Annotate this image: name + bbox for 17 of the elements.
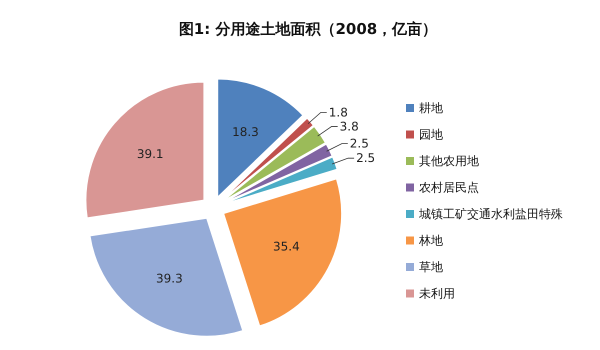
legend-label: 林地	[418, 234, 443, 248]
data-label: 2.5	[350, 136, 369, 151]
data-label: 18.3	[232, 124, 259, 139]
data-label: 3.8	[340, 119, 359, 134]
legend-label: 未利用	[419, 286, 455, 300]
legend-label: 农村居民点	[419, 180, 479, 194]
data-label: 1.8	[328, 105, 348, 120]
chart-title: 图1: 分用途土地面积（2008，亿亩）	[178, 20, 438, 38]
data-label: 39.1	[136, 147, 164, 162]
data-label: 39.3	[156, 271, 183, 286]
data-label: 35.4	[273, 239, 300, 254]
legend-label: 园地	[419, 128, 443, 142]
legend-label: 其他农用地	[419, 154, 479, 168]
legend-label: 城镇工矿交通水利盐田特殊	[418, 207, 563, 221]
data-label: 2.5	[356, 151, 376, 166]
legend-label: 耕地	[419, 101, 443, 115]
legend-label: 草地	[419, 260, 443, 274]
